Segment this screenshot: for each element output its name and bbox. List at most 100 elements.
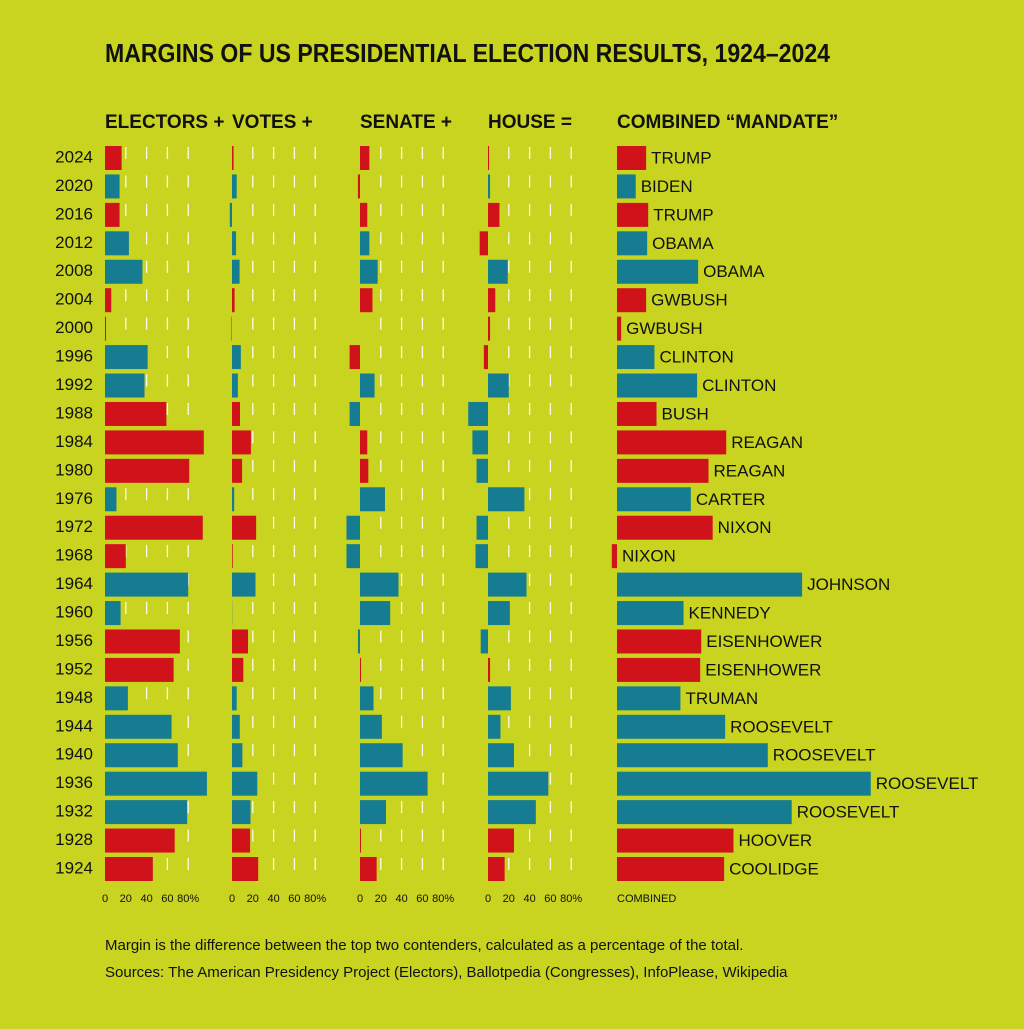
bar [232, 459, 242, 483]
y-tick-label: 2024 [55, 147, 93, 166]
panel-header: SENATE + [360, 112, 452, 133]
winner-label: REAGAN [731, 433, 803, 452]
bar [105, 743, 178, 767]
bar [617, 231, 647, 255]
bar [360, 374, 375, 398]
y-tick-label: 1984 [55, 432, 93, 451]
bar [617, 658, 700, 682]
y-tick-label: 1956 [55, 631, 93, 650]
bar [360, 260, 378, 284]
bar [472, 430, 488, 454]
bar [360, 288, 372, 312]
bar [105, 772, 207, 796]
x-tick-label: 80% [177, 893, 199, 905]
bar [617, 715, 725, 739]
y-tick-label: 1944 [55, 716, 93, 735]
bar [617, 174, 636, 198]
bar [488, 174, 490, 198]
bar [481, 629, 488, 653]
bar [105, 288, 111, 312]
bar [617, 317, 621, 341]
winner-label: EISENHOWER [705, 660, 821, 679]
bar [232, 772, 257, 796]
note: Margin is the difference between the top… [105, 937, 743, 954]
y-tick-label: 1948 [55, 688, 93, 707]
bar [105, 516, 203, 540]
bar [105, 374, 145, 398]
bar [476, 544, 488, 568]
y-tick-label: 1924 [55, 858, 93, 877]
bar [617, 772, 871, 796]
y-tick-label: 1960 [55, 603, 93, 622]
bar [360, 772, 428, 796]
bar [468, 402, 488, 426]
bar [617, 430, 726, 454]
y-tick-label: 1996 [55, 347, 93, 366]
x-tick-label: 80% [432, 893, 454, 905]
bar [232, 516, 256, 540]
x-tick-label: 20 [503, 893, 515, 905]
winner-label: HOOVER [738, 831, 812, 850]
bar [488, 829, 514, 853]
x-tick-label: 60 [416, 893, 428, 905]
bar [488, 374, 509, 398]
x-tick-label: 0 [102, 893, 108, 905]
bar [484, 345, 488, 369]
bar [346, 544, 360, 568]
winner-label: OBAMA [652, 234, 714, 253]
bar [105, 544, 126, 568]
bar [488, 573, 526, 597]
bar [617, 829, 733, 853]
winner-label: ROOSEVELT [876, 774, 979, 793]
bar [360, 658, 361, 682]
bar [105, 829, 175, 853]
winner-label: GWBUSH [651, 291, 728, 310]
bar [232, 629, 248, 653]
bar [360, 203, 367, 227]
winner-label: NIXON [718, 518, 772, 537]
bar [232, 374, 238, 398]
bar [360, 231, 369, 255]
winner-label: EISENHOWER [706, 632, 822, 651]
bar [360, 146, 369, 170]
bar [230, 203, 232, 227]
x-tick-label: 60 [161, 893, 173, 905]
x-tick-label: 80% [560, 893, 582, 905]
bar [232, 146, 234, 170]
winner-label: ROOSEVELT [773, 746, 876, 765]
bar [477, 459, 488, 483]
winner-label: CLINTON [659, 348, 733, 367]
bar [488, 317, 490, 341]
bar [232, 544, 233, 568]
bar [360, 601, 390, 625]
x-tick-label: 40 [267, 893, 279, 905]
bar [360, 686, 374, 710]
bar [232, 573, 256, 597]
x-tick-label: 60 [544, 893, 556, 905]
bar [232, 402, 240, 426]
bar [232, 231, 236, 255]
bar [617, 629, 701, 653]
bar [232, 260, 240, 284]
bar [617, 601, 684, 625]
bar [617, 573, 802, 597]
bar [105, 629, 180, 653]
winner-label: COOLIDGE [729, 859, 819, 878]
bar [232, 487, 234, 511]
bar [360, 459, 368, 483]
bar [105, 345, 148, 369]
bar [480, 231, 488, 255]
bar [232, 686, 237, 710]
bar [360, 487, 385, 511]
x-tick-label: 40 [395, 893, 407, 905]
bar [488, 772, 548, 796]
combined-axis-label: COMBINED [617, 893, 676, 905]
bar [358, 629, 360, 653]
bar [488, 715, 500, 739]
winner-label: KENNEDY [689, 604, 771, 623]
bar [360, 743, 403, 767]
bar [617, 146, 646, 170]
winner-label: NIXON [622, 547, 676, 566]
bar [617, 374, 697, 398]
x-tick-label: 40 [523, 893, 535, 905]
